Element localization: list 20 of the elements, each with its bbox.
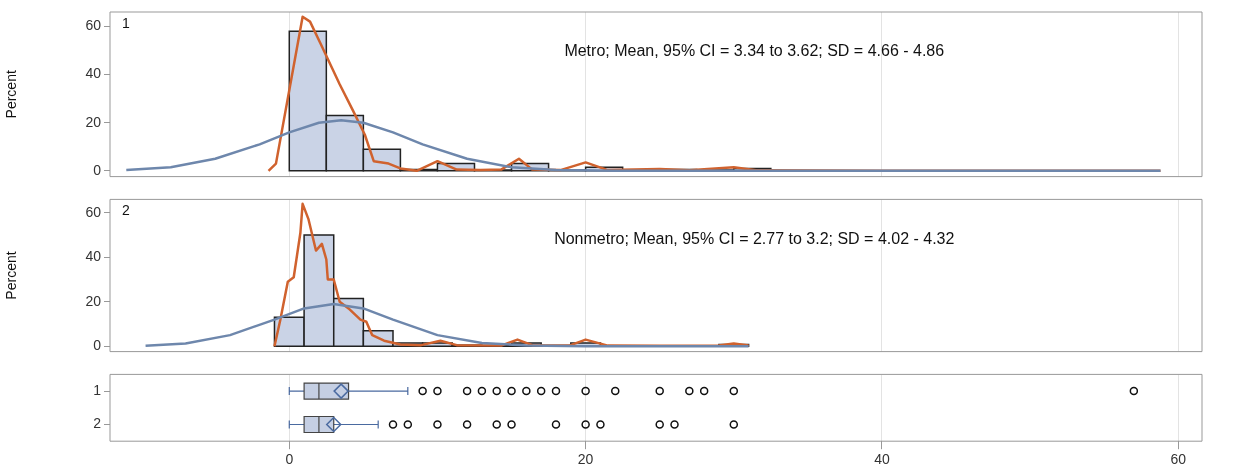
y-axis-title: Percent [3, 70, 20, 119]
x-tick-label: 60 [1170, 451, 1187, 468]
y-tick-label: 0 [93, 337, 102, 354]
y-tick-label: 2 [93, 415, 102, 432]
y-tick-label: 60 [85, 203, 102, 220]
y-tick-label: 40 [85, 65, 102, 82]
annotation: 2 [122, 202, 130, 219]
y-axis-title: Percent [3, 251, 20, 300]
y-tick-label: 40 [85, 248, 102, 265]
annotation: 1 [122, 14, 130, 31]
y-tick-label: 60 [85, 17, 102, 34]
annotation: Nonmetro; Mean, 95% CI = 2.77 to 3.2; SD = 4.02 - 4.32 [554, 229, 955, 247]
annotation: Metro; Mean, 95% CI = 3.34 to 3.62; SD = 4.66 - 4.86 [564, 42, 945, 60]
x-tick-label: 40 [874, 451, 890, 468]
y-tick-label: 0 [93, 161, 102, 178]
y-tick-label: 1 [93, 381, 102, 398]
x-tick-label: 0 [285, 451, 294, 468]
y-tick-label: 20 [85, 113, 102, 130]
y-tick-label: 20 [85, 292, 102, 309]
x-tick-label: 20 [577, 451, 594, 468]
